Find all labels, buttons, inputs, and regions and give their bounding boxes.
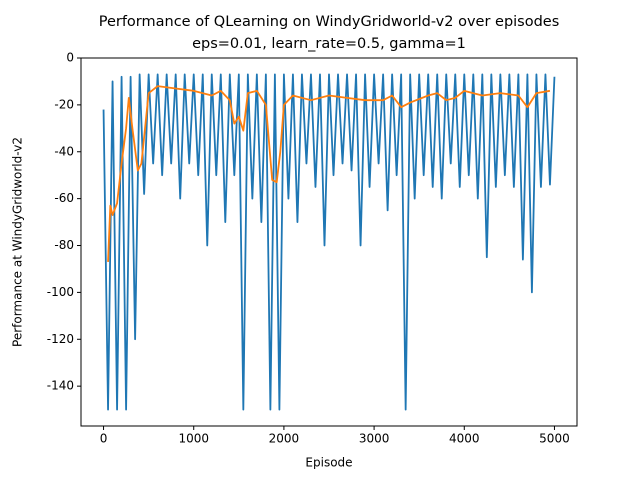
y-tick-label: -60: [54, 191, 74, 205]
y-tick-label: -140: [47, 379, 74, 393]
plot-frame: [80, 57, 578, 427]
y-tick-label: -120: [47, 332, 74, 346]
x-axis-label: Episode: [305, 456, 352, 470]
chart-subtitle: eps=0.01, learn_rate=0.5, gamma=1: [192, 36, 466, 52]
chart-title: Performance of QLearning on WindyGridwor…: [99, 14, 560, 30]
x-tick-label: 4000: [449, 432, 480, 446]
x-tick-label: 3000: [359, 432, 390, 446]
y-tick-label: -80: [54, 238, 74, 252]
y-tick-label: -20: [54, 97, 74, 111]
y-tick-label: -40: [54, 144, 74, 158]
y-axis-label: Performance at WindyGridworld-v2: [11, 137, 25, 347]
x-tick-label: 0: [100, 432, 108, 446]
x-tick-label: 1000: [178, 432, 209, 446]
series-line: [107, 85, 551, 262]
x-tick-label: 2000: [269, 432, 300, 446]
y-tick-label: 0: [66, 51, 74, 65]
series-line: [102, 73, 556, 411]
x-tick-label: 5000: [539, 432, 570, 446]
y-tick-label: -100: [47, 285, 74, 299]
